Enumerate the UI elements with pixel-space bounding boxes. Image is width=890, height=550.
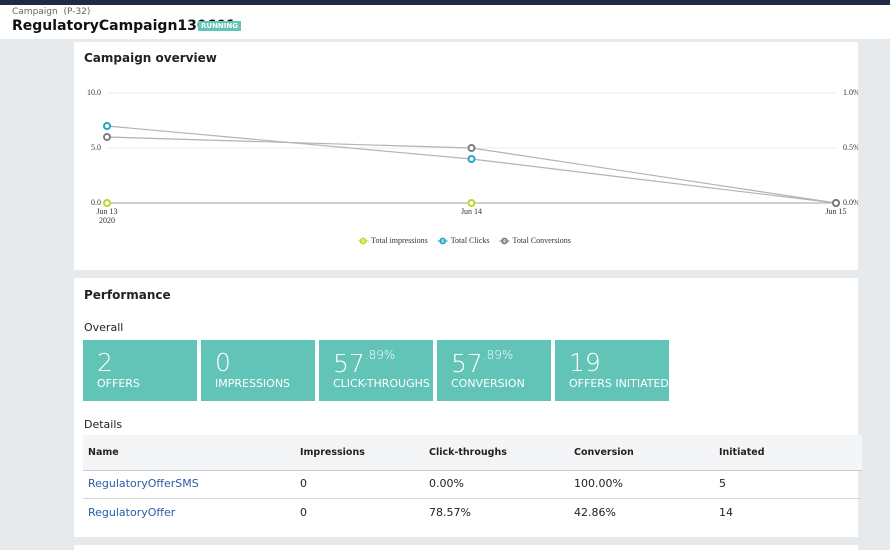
stat-tile[interactable]: 57.89% CONVERSION — [437, 340, 551, 401]
performance-title: Performance — [84, 288, 171, 302]
offer-link[interactable]: RegulatoryOfferSMS — [88, 477, 199, 490]
header — [0, 5, 890, 39]
stat-number: 0 — [215, 348, 231, 377]
stat-number: 2 — [97, 348, 113, 377]
table-cell: 14 — [719, 506, 733, 519]
point — [467, 144, 476, 152]
stat-number: 57 — [333, 349, 365, 378]
point — [467, 155, 476, 163]
stat-value: 2 — [97, 348, 113, 377]
point — [103, 122, 111, 130]
stat-label: CONVERSION — [451, 377, 525, 390]
stat-value: 57.89% — [451, 348, 513, 378]
stat-value: 57.89% — [333, 348, 395, 378]
x-tick-label: Jun 14 — [461, 207, 482, 216]
stat-tile[interactable]: 2 OFFERS — [83, 340, 197, 401]
stat-tile[interactable]: 19 OFFERS INITIATED — [555, 340, 669, 401]
legend: Total impressions Total Clicks Total Conve… — [358, 236, 571, 245]
y2-tick-label: 1.0% — [843, 88, 858, 97]
overview-card: Campaign overview 0.0 5.0 10.0 0.0% 0.5% 1.0%… — [74, 42, 858, 270]
performance-card — [74, 278, 858, 537]
breadcrumb[interactable]: Campaign (P-32) — [12, 7, 90, 17]
offer-link[interactable]: RegulatoryOffer — [88, 506, 176, 519]
point — [103, 133, 111, 141]
table-cell: 42.86% — [574, 506, 616, 519]
x-tick-label: Jun 13 2020 — [96, 207, 117, 225]
stat-value: 0 — [215, 348, 231, 377]
stat-tile[interactable]: 57.89% CLICK-THROUGHS — [319, 340, 433, 401]
y-tick-label: 10.0 — [87, 88, 101, 97]
table-cell: 78.57% — [429, 506, 471, 519]
y2-tick-label: 0.0% — [843, 198, 858, 207]
stat-number: 19 — [569, 348, 601, 377]
column-header: Impressions — [300, 447, 365, 458]
point — [103, 199, 111, 207]
top-bar — [0, 0, 890, 5]
next-card — [74, 545, 858, 550]
stat-tile[interactable]: 0 IMPRESSIONS — [201, 340, 315, 401]
stat-fraction: .89% — [364, 348, 396, 362]
legend-label: Total Conversions — [513, 236, 571, 245]
legend-label: Total Clicks — [451, 236, 490, 245]
table-header — [83, 435, 862, 471]
x-tick-label: Jun 15 — [825, 207, 846, 216]
point — [832, 199, 840, 207]
breadcrumb-id: (P-32) — [63, 7, 91, 17]
column-header: Click-throughs — [429, 447, 507, 458]
breadcrumb-type: Campaign — [12, 7, 58, 17]
stat-value: 19 — [569, 348, 601, 377]
column-header: Conversion — [574, 447, 634, 458]
stat-number: 57 — [451, 349, 483, 378]
table-cell: 0 — [300, 506, 307, 519]
table-cell: 100.00% — [574, 477, 623, 490]
stat-fraction: .89% — [482, 348, 514, 362]
row-divider — [83, 498, 862, 499]
status-badge: RUNNING — [198, 21, 241, 31]
table-cell: 0 — [300, 477, 307, 490]
legend-label: Total impressions — [371, 236, 428, 245]
column-header: Name — [88, 447, 119, 458]
table-cell: 0.00% — [429, 477, 464, 490]
series-line — [106, 125, 837, 204]
overall-label: Overall — [84, 321, 124, 334]
y-tick-label: 0.0 — [91, 198, 101, 207]
chart-title: Campaign overview — [84, 51, 217, 65]
table-cell: 5 — [719, 477, 726, 490]
point — [467, 199, 476, 207]
details-label: Details — [84, 418, 123, 431]
stat-label: OFFERS — [97, 377, 140, 390]
y2-tick-label: 0.5% — [843, 143, 858, 152]
stat-label: OFFERS INITIATED — [569, 377, 669, 390]
stat-label: IMPRESSIONS — [215, 377, 291, 390]
stat-label: CLICK-THROUGHS — [333, 377, 430, 390]
y-tick-label: 5.0 — [91, 143, 101, 152]
campaign-title: RegulatoryCampaign130601 — [12, 18, 236, 34]
column-header: Initiated — [719, 447, 765, 458]
